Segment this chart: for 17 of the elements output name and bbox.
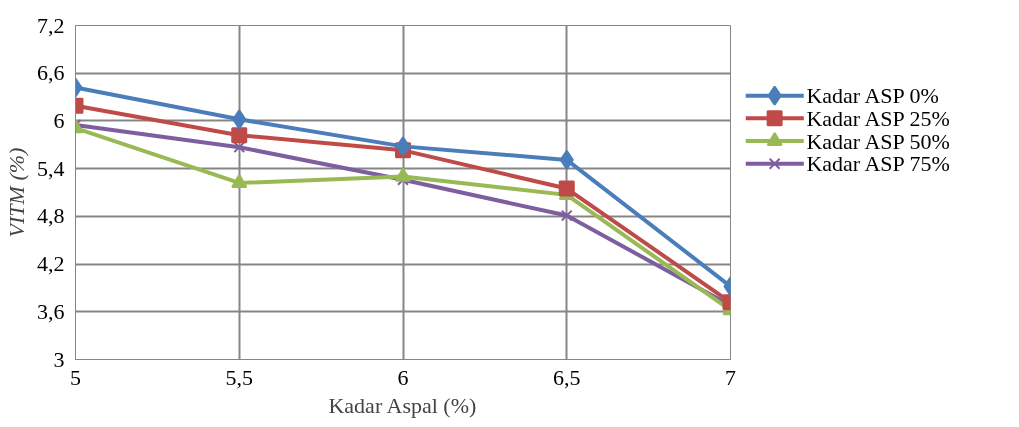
x-tick-label: 5 [70,364,81,390]
x-tick-label: 6 [397,364,409,390]
y-tick-label: 6,6 [37,60,65,86]
y-axis-title: VITM (%) [4,147,29,238]
x-tick-label: 7 [725,364,736,390]
x-tick-label: 6,5 [553,364,581,390]
x-tick-label: 5,5 [225,364,253,390]
y-tick-label: 6 [53,107,65,133]
x-axis-title: Kadar Aspal (%) [328,392,477,418]
y-tick-label: 7,2 [37,12,65,38]
legend-label: Kadar ASP 75% [806,151,950,177]
y-tick-label: 5,4 [37,155,65,181]
y-tick-label: 4,8 [37,203,65,229]
y-tick-label: 3,6 [37,298,65,324]
legend-label: Kadar ASP 50% [806,128,950,154]
y-tick-label: 3 [53,346,65,372]
y-tick-label: 4,2 [37,251,65,277]
